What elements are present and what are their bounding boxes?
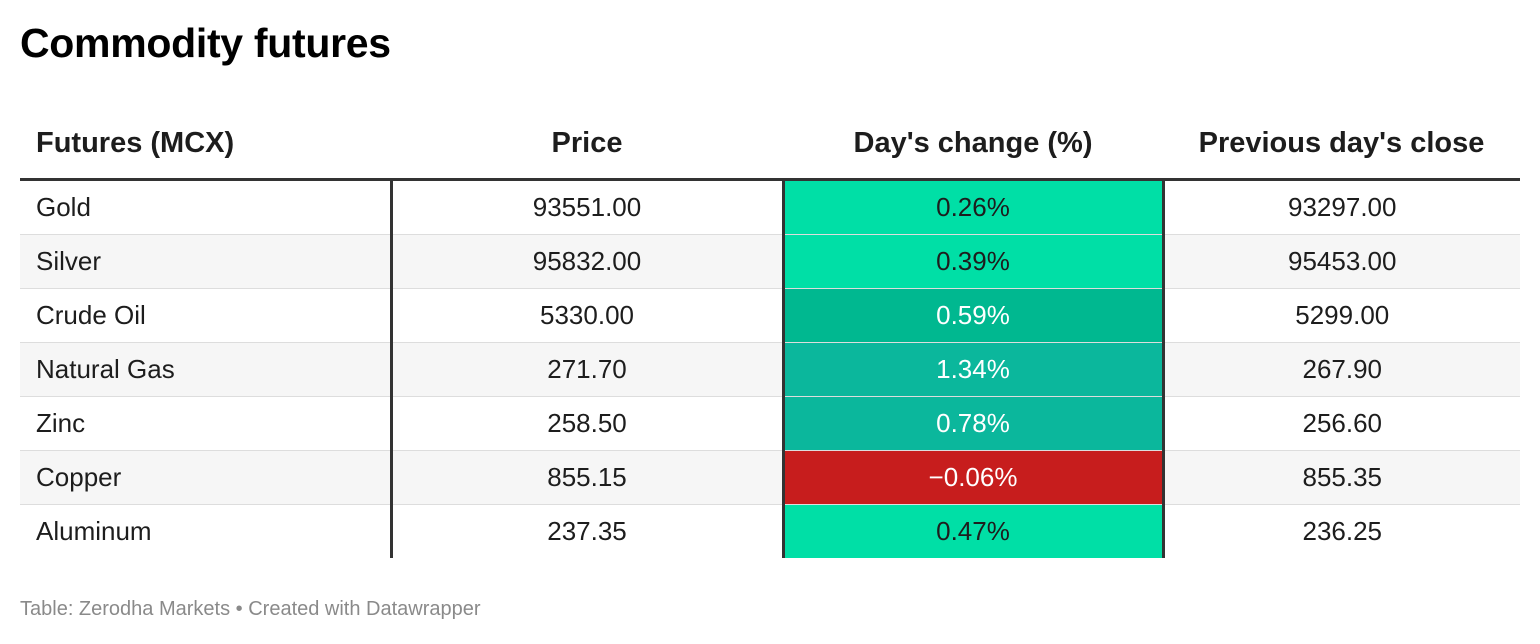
cell-days-change: 0.47% xyxy=(781,504,1165,558)
cell-days-change: 0.78% xyxy=(781,396,1165,451)
cell-previous-close: 5299.00 xyxy=(1163,288,1520,343)
table-row: Silver 95832.00 0.39% 95453.00 xyxy=(20,234,1520,289)
column-header-days-change[interactable]: Day's change (%) xyxy=(783,108,1163,181)
cell-futures-name: Crude Oil xyxy=(20,288,393,343)
column-header-previous-close[interactable]: Previous day's close xyxy=(1163,108,1520,181)
cell-futures-name: Silver xyxy=(20,234,393,289)
cell-futures-name: Aluminum xyxy=(20,504,393,558)
chart-title: Commodity futures xyxy=(20,20,391,66)
cell-price: 93551.00 xyxy=(391,179,785,235)
cell-futures-name: Natural Gas xyxy=(20,342,393,397)
cell-price: 271.70 xyxy=(391,342,785,397)
cell-previous-close: 236.25 xyxy=(1302,516,1383,546)
cell-previous-close: 855.35 xyxy=(1163,450,1520,505)
commodity-table: Futures (MCX) Price Day's change (%) Pre… xyxy=(20,108,1520,558)
cell-days-change: 1.34% xyxy=(781,342,1165,397)
commodity-table-container: Futures (MCX) Price Day's change (%) Pre… xyxy=(20,108,1520,558)
cell-price: 95832.00 xyxy=(391,234,785,289)
header-row: Futures (MCX) Price Day's change (%) Pre… xyxy=(20,108,1520,181)
table-row: Copper 855.15 −0.06% 855.35 xyxy=(20,450,1520,505)
cell-previous-close: 256.60 xyxy=(1163,396,1520,451)
table-row: Zinc 258.50 0.78% 256.60 xyxy=(20,396,1520,451)
column-header-price[interactable]: Price xyxy=(391,108,783,181)
cell-days-change: 0.59% xyxy=(781,288,1165,343)
cell-price: 855.15 xyxy=(391,450,785,505)
cell-futures-name: Zinc xyxy=(20,396,393,451)
cell-days-change: −0.06% xyxy=(781,450,1165,505)
cell-previous-close: 95453.00 xyxy=(1163,234,1520,289)
table-row: Natural Gas 271.70 1.34% 267.90 xyxy=(20,342,1520,397)
table-row: Aluminum 237.35 0.47% 236.25 xyxy=(20,504,1520,558)
table-body: Gold 93551.00 0.26% 93297.00 Silver 95832.00 0… xyxy=(20,179,1520,558)
cell-price: 258.50 xyxy=(391,396,785,451)
cell-futures-name: Gold xyxy=(20,179,393,235)
cell-days-change: 0.39% xyxy=(781,234,1165,289)
source-footer: Table: Zerodha Markets • Created with Da… xyxy=(20,598,481,620)
cell-previous-close: 267.90 xyxy=(1163,342,1520,397)
table-row: Gold 93551.00 0.26% 93297.00 xyxy=(20,179,1520,235)
column-header-futures[interactable]: Futures (MCX) xyxy=(20,108,391,181)
cell-price: 237.35 xyxy=(391,504,785,558)
cell-price: 5330.00 xyxy=(391,288,785,343)
table-row: Crude Oil 5330.00 0.59% 5299.00 xyxy=(20,288,1520,343)
cell-days-change: 0.26% xyxy=(781,179,1165,235)
table-header: Futures (MCX) Price Day's change (%) Pre… xyxy=(20,108,1520,181)
cell-futures-name: Copper xyxy=(20,450,393,505)
cell-previous-close: 93297.00 xyxy=(1163,179,1520,235)
